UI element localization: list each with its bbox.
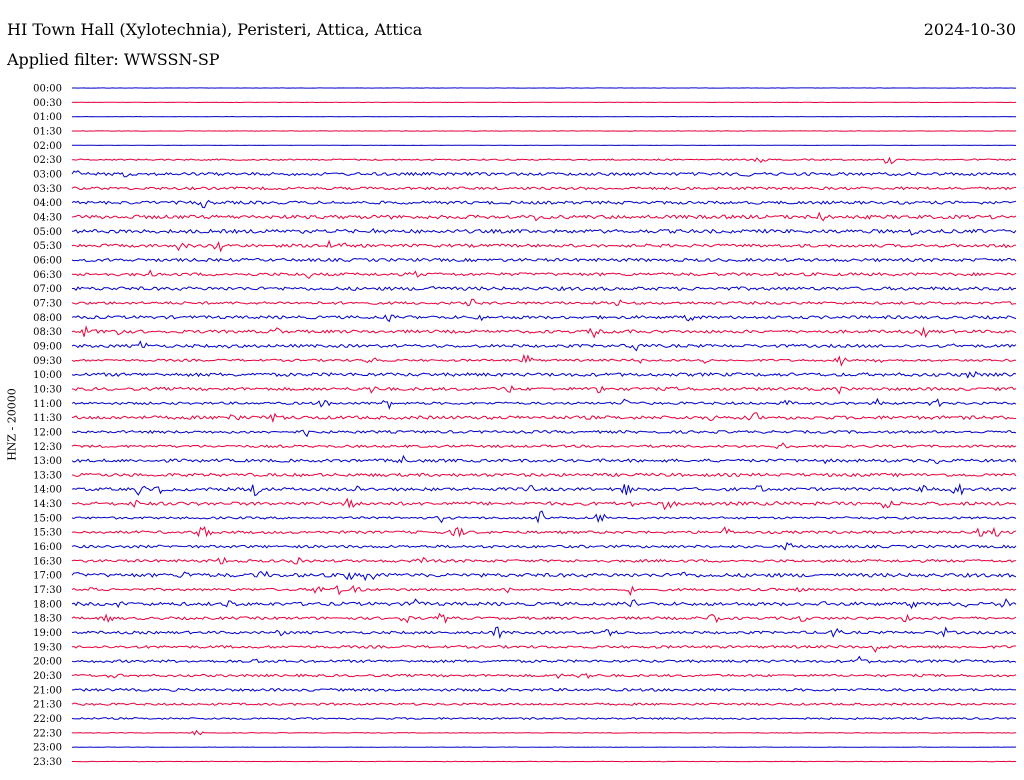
time-tick-label: 12:00 <box>33 427 62 438</box>
time-tick-label: 02:00 <box>33 141 62 152</box>
date-label: 2024-10-30 <box>923 20 1016 39</box>
time-tick-label: 23:00 <box>33 743 62 754</box>
seismic-trace-line <box>71 702 1017 706</box>
station-title: HI Town Hall (Xylotechnia), Peristeri, A… <box>7 20 423 39</box>
seismic-trace-line <box>72 687 1017 692</box>
time-tick-label: 00:30 <box>33 98 62 109</box>
seismic-trace-line <box>71 429 1017 438</box>
time-tick-label: 17:30 <box>33 585 62 596</box>
seismic-trace-line <box>71 257 1017 263</box>
seismic-trace-line <box>71 472 1017 478</box>
filter-label: Applied filter: WWSSN-SP <box>7 50 220 69</box>
seismic-trace-line <box>71 482 1017 497</box>
seismic-trace-line <box>71 269 1017 279</box>
seismic-trace-line <box>71 239 1017 253</box>
seismic-trace-line <box>71 598 1017 610</box>
seismic-trace-line <box>71 584 1017 597</box>
seismic-trace-line <box>71 370 1017 379</box>
time-tick-label: 19:30 <box>33 642 62 653</box>
time-tick-label: 19:00 <box>33 628 62 639</box>
time-tick-label: 22:00 <box>33 714 62 725</box>
time-tick-label: 01:30 <box>33 126 62 137</box>
time-tick-label: 14:00 <box>33 485 62 496</box>
seismic-trace-line <box>71 353 1016 367</box>
time-tick-label: 13:00 <box>33 456 62 467</box>
time-tick-label: 23:30 <box>33 757 62 768</box>
seismic-trace-line <box>71 385 1017 395</box>
seismic-trace-line <box>71 211 1017 222</box>
time-tick-label: 12:30 <box>33 442 62 453</box>
seismic-trace-line <box>71 454 1017 465</box>
time-tick-label: 14:30 <box>33 499 62 510</box>
time-tick-label: 11:30 <box>33 413 62 424</box>
seismic-trace-line <box>71 199 1017 209</box>
time-tick-label: 15:30 <box>33 528 62 539</box>
time-tick-label: 08:00 <box>33 313 62 324</box>
seismic-trace-line <box>71 314 1017 323</box>
seismic-trace-line <box>71 170 1017 178</box>
seismic-trace-line <box>71 541 1017 551</box>
time-tick-label: 04:30 <box>33 212 62 223</box>
seismic-trace-line <box>71 672 1017 679</box>
time-tick-label: 16:30 <box>33 556 62 567</box>
time-tick-label: 06:30 <box>33 270 62 281</box>
seismic-trace-line <box>71 626 1017 640</box>
seismic-trace-line <box>72 156 1017 165</box>
time-tick-label: 07:30 <box>33 298 62 309</box>
time-tick-label: 04:00 <box>33 198 62 209</box>
seismic-trace-line <box>71 612 1017 624</box>
seismic-trace-line <box>71 655 1017 664</box>
seismic-trace-line <box>71 286 1017 292</box>
seismic-trace-line <box>71 442 1017 450</box>
time-tick-label: 00:00 <box>33 84 62 95</box>
seismic-trace-line <box>71 227 1017 236</box>
seismic-trace-line <box>72 497 1017 511</box>
seismic-trace-line <box>71 325 1017 339</box>
time-tick-label: 09:00 <box>33 341 62 352</box>
time-tick-label: 16:00 <box>33 542 62 553</box>
seismic-trace-line <box>71 644 1016 653</box>
time-tick-label: 21:30 <box>33 700 62 711</box>
seismic-trace-line <box>71 526 1017 538</box>
time-tick-label: 10:00 <box>33 370 62 381</box>
seismic-trace-line <box>71 510 1017 524</box>
time-tick-label: 01:00 <box>33 112 62 123</box>
time-tick-label: 02:30 <box>33 155 62 166</box>
seismic-trace-line <box>71 340 1017 352</box>
time-tick-label: 22:30 <box>33 728 62 739</box>
time-tick-label: 18:00 <box>33 599 62 610</box>
seismic-trace-line <box>71 556 1016 565</box>
seismic-trace-line <box>71 397 1017 410</box>
time-tick-label: 08:30 <box>33 327 62 338</box>
time-tick-label: 10:30 <box>33 384 62 395</box>
time-tick-label: 09:30 <box>33 356 62 367</box>
time-tick-label: 05:00 <box>33 227 62 238</box>
time-tick-label: 03:00 <box>33 169 62 180</box>
time-tick-label: 05:30 <box>33 241 62 252</box>
seismic-trace-line <box>71 186 1017 191</box>
time-tick-label: 17:00 <box>33 571 62 582</box>
seismic-trace-line <box>71 412 1017 424</box>
time-tick-label: 11:00 <box>33 399 62 410</box>
time-tick-label: 21:00 <box>33 685 62 696</box>
time-tick-label: 06:00 <box>33 255 62 266</box>
seismic-trace-line <box>71 298 1017 307</box>
seismic-trace-line <box>71 570 1017 582</box>
seismic-trace-line <box>71 716 1017 721</box>
seismic-trace-line <box>72 729 1017 736</box>
time-tick-label: 03:30 <box>33 184 62 195</box>
time-tick-label: 07:00 <box>33 284 62 295</box>
time-tick-label: 15:00 <box>33 513 62 524</box>
time-tick-label: 18:30 <box>33 614 62 625</box>
time-tick-label: 13:30 <box>33 470 62 481</box>
time-tick-label: 20:00 <box>33 657 62 668</box>
time-tick-label: 20:30 <box>33 671 62 682</box>
